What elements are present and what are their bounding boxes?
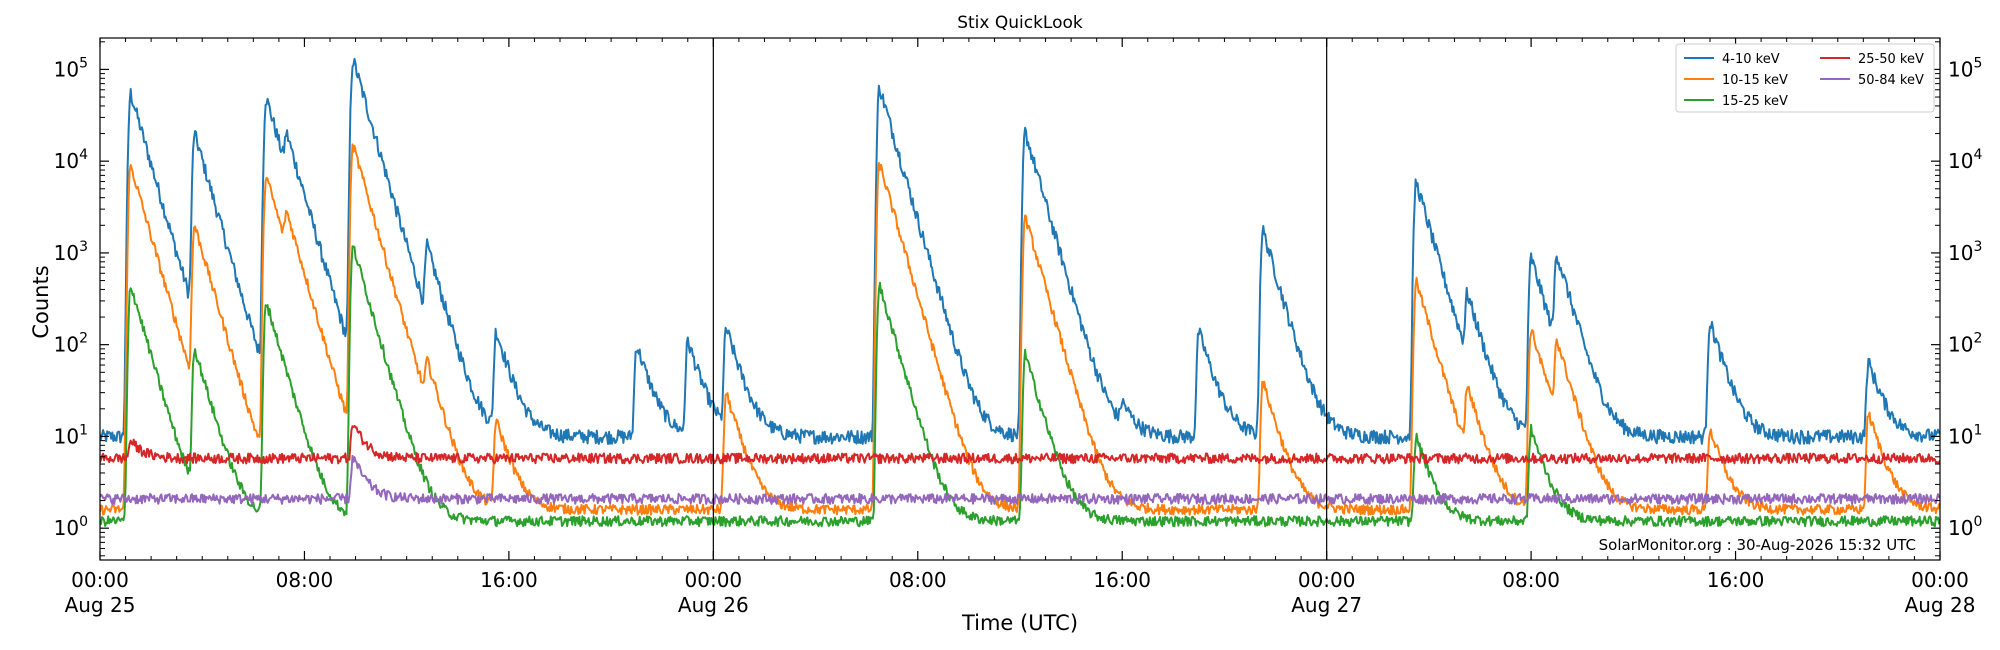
y-tick-label: 100 — [54, 514, 88, 540]
x-tick-label: 00:00 — [1911, 568, 1969, 592]
series-line-15-25-kev — [100, 245, 1940, 528]
x-tick-date-label: Aug 27 — [1291, 593, 1362, 617]
series-line-25-50-kev — [100, 424, 1940, 465]
y-tick-label: 105 — [54, 55, 88, 81]
plot-area — [100, 38, 1940, 560]
x-tick-label: 16:00 — [1707, 568, 1765, 592]
x-tick-label: 08:00 — [889, 568, 947, 592]
legend-box — [1675, 43, 1935, 113]
y-tick-label: 103 — [54, 239, 88, 265]
x-tick-label: 00:00 — [1298, 568, 1356, 592]
y-tick-label-right: 100 — [1948, 514, 1982, 540]
x-tick-date-label: Aug 28 — [1905, 593, 1976, 617]
legend-label-25-50-kev: 25-50 keV — [1858, 52, 1924, 67]
legend-label-50-84-kev: 50-84 keV — [1858, 73, 1924, 88]
y-tick-label: 101 — [54, 422, 88, 448]
y-tick-label-right: 104 — [1948, 147, 1982, 173]
y-tick-label: 102 — [54, 331, 88, 357]
x-tick-date-label: Aug 25 — [65, 593, 136, 617]
series-lines — [100, 57, 1940, 528]
legend-label-15-25-kev: 15-25 keV — [1722, 94, 1788, 109]
chart-title: Stix QuickLook — [957, 13, 1083, 33]
x-tick-label: 16:00 — [480, 568, 538, 592]
y-tick-label-right: 102 — [1948, 331, 1982, 357]
x-tick-label: 00:00 — [71, 568, 129, 592]
series-line-10-15-kev — [100, 143, 1940, 516]
watermark: SolarMonitor.org : 30-Aug-2026 15:32 UTC — [1599, 536, 1916, 554]
series-line-4-10-kev — [100, 57, 1940, 445]
y-tick-label-right: 103 — [1948, 239, 1982, 265]
y-axis-label: Counts — [29, 265, 53, 338]
y-tick-label-right: 101 — [1948, 422, 1982, 448]
legend-label-10-15-kev: 10-15 keV — [1722, 73, 1788, 88]
x-tick-label: 08:00 — [276, 568, 334, 592]
y-tick-label-right: 105 — [1948, 55, 1982, 81]
legend-label-4-10-kev: 4-10 keV — [1722, 52, 1780, 67]
x-axis-label: Time (UTC) — [961, 611, 1078, 635]
x-tick-label: 00:00 — [685, 568, 743, 592]
x-tick-date-label: Aug 26 — [678, 593, 749, 617]
x-tick-label: 16:00 — [1093, 568, 1151, 592]
legend: 4-10 keV 10-15 keV 15-25 keV 25-50 keV 50-84… — [1675, 43, 1935, 113]
x-tick-label: 08:00 — [1502, 568, 1560, 592]
series-line-50-84-kev — [100, 454, 1940, 505]
y-tick-label: 104 — [54, 147, 88, 173]
